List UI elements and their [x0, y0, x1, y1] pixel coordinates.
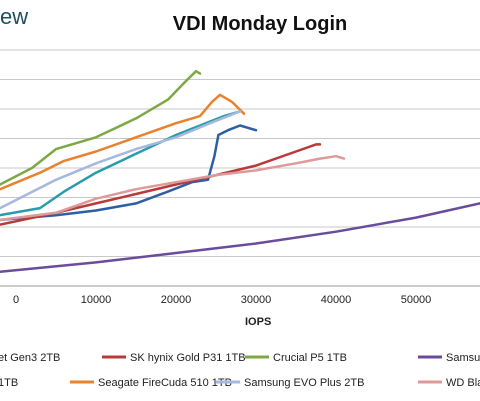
x-axis-label: IOPS [245, 316, 272, 328]
series-line-4 [0, 202, 480, 274]
series-line-6 [0, 93, 246, 191]
series-line-1 [0, 124, 258, 222]
legend-label: et Gen3 2TB [0, 352, 60, 364]
gridlines [0, 49, 480, 287]
legend-label: 1TB [0, 377, 18, 389]
x-tick-label: 50000 [401, 294, 432, 306]
legend-label: SK hynix Gold P31 1TB [130, 352, 246, 364]
x-tick-label: 20000 [161, 294, 192, 306]
x-tick-label: 10000 [81, 294, 112, 306]
series-line-3 [0, 69, 202, 186]
series-line-8 [0, 154, 346, 222]
legend-label: Samsung [446, 352, 480, 364]
x-tick-label: 30000 [241, 294, 272, 306]
legend-label: Samsung EVO Plus 2TB [244, 377, 364, 389]
series-line-7 [0, 110, 242, 210]
series-lines [0, 69, 480, 274]
x-tick-label: 40000 [321, 294, 352, 306]
legend: et Gen3 2TB SK hynix Gold P31 1TB Crucial … [0, 352, 480, 389]
brand-logo-text: ew [0, 4, 29, 29]
legend-label: WD Bla [446, 377, 480, 389]
chart-title: VDI Monday Login [172, 13, 348, 35]
x-tick-label: 0 [13, 294, 19, 306]
legend-label: Crucial P5 1TB [273, 352, 347, 364]
legend-label: Seagate FireCuda 510 1TB [98, 377, 232, 389]
series-line-5 [0, 110, 242, 217]
x-tick-labels: 0 10000 20000 30000 40000 50000 [13, 294, 431, 306]
